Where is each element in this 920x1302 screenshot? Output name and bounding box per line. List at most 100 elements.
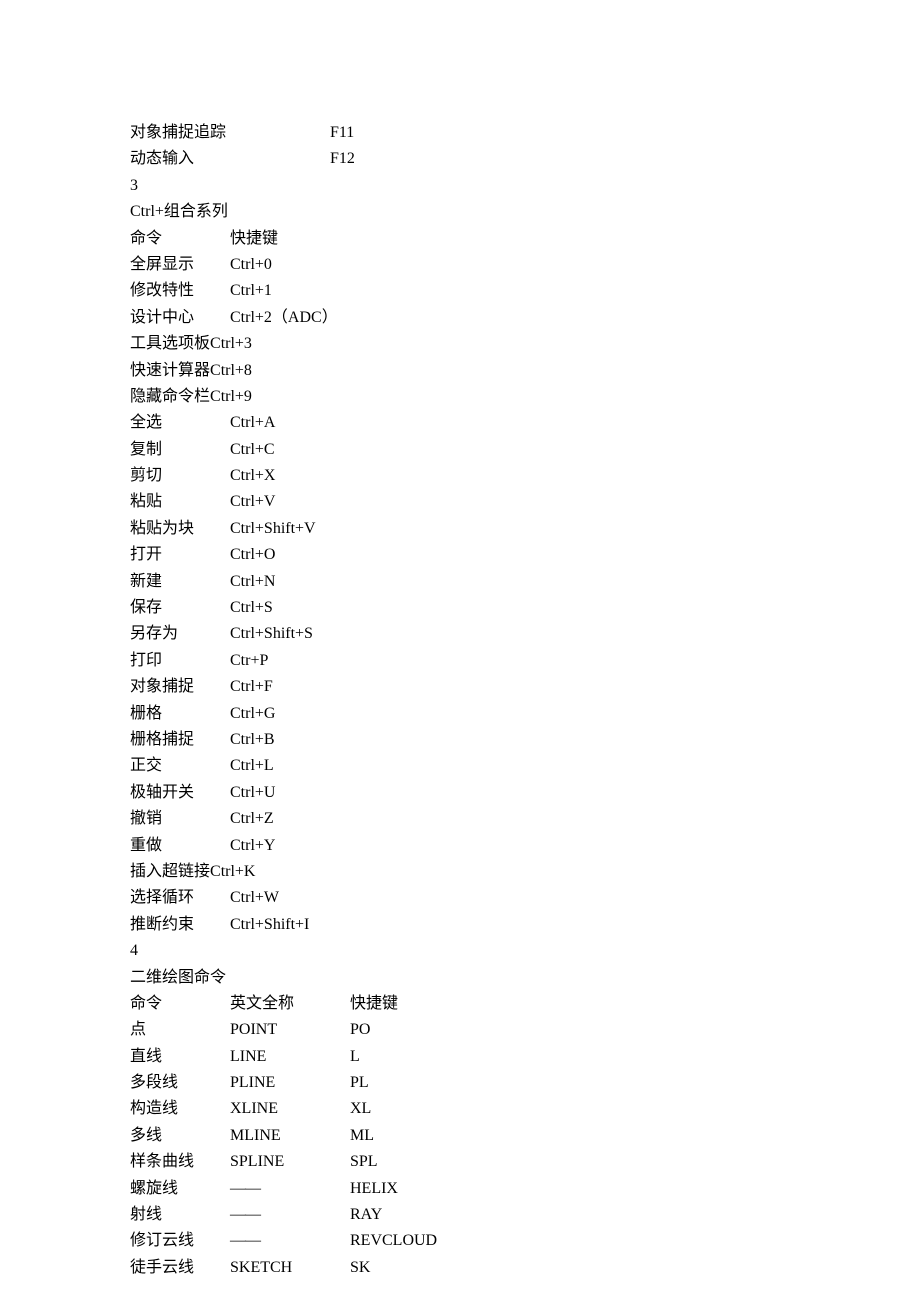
command-with-key: 工具选项板 xyxy=(130,331,210,357)
command-row: 样条曲线SPLINESPL xyxy=(130,1149,920,1175)
section-number: 4 xyxy=(130,938,920,964)
command-label: 复制 xyxy=(130,437,230,463)
shortcut-key: Ctrl+1 xyxy=(230,278,272,304)
shortcut-key: Ctrl+2（ADC） xyxy=(230,305,338,331)
command-row: 点POINTPO xyxy=(130,1017,920,1043)
shortcut-key: Ctrl+Z xyxy=(230,806,274,832)
command-label: 正交 xyxy=(130,753,230,779)
command-row: 构造线XLINEXL xyxy=(130,1096,920,1122)
english-name: POINT xyxy=(230,1017,350,1043)
command-with-key: 快速计算器 xyxy=(130,358,210,384)
shortcut-row: 打印Ctr+P xyxy=(130,648,920,674)
shortcut-key: Ctrl+X xyxy=(230,463,275,489)
shortcut-row: 设计中心Ctrl+2（ADC） xyxy=(130,305,920,331)
english-name: SPLINE xyxy=(230,1149,350,1175)
command-label: 栅格 xyxy=(130,701,230,727)
shortcut-row: 剪切Ctrl+X xyxy=(130,463,920,489)
english-name: LINE xyxy=(230,1044,350,1070)
shortcut-key: Ctrl+N xyxy=(230,569,275,595)
shortcut-row: 快速计算器Ctrl+8 xyxy=(130,358,920,384)
shortcut-key: Ctrl+Shift+I xyxy=(230,912,309,938)
command-label: 另存为 xyxy=(130,621,230,647)
command-label: 选择循环 xyxy=(130,885,230,911)
shortcut-key: Ctrl+Shift+S xyxy=(230,621,313,647)
shortcut-key: F11 xyxy=(330,120,354,146)
command-label: 打开 xyxy=(130,542,230,568)
command-label: 重做 xyxy=(130,833,230,859)
section-title: 二维绘图命令 xyxy=(130,965,920,991)
shortcut-key: PL xyxy=(350,1070,369,1096)
command-row: 直线LINEL xyxy=(130,1044,920,1070)
command-label: 样条曲线 xyxy=(130,1149,230,1175)
header-command: 命令 xyxy=(130,991,230,1017)
command-label: 螺旋线 xyxy=(130,1176,230,1202)
column-header-row: 命令 快捷键 xyxy=(130,226,920,252)
shortcut-key: Ctrl+G xyxy=(230,701,275,727)
shortcut-row: 对象捕捉追踪 F11 xyxy=(130,120,920,146)
header-shortcut: 快捷键 xyxy=(230,226,278,252)
shortcut-key: Ctrl+Shift+V xyxy=(230,516,316,542)
command-label: 栅格捕捉 xyxy=(130,727,230,753)
shortcut-key: Ctrl+3 xyxy=(210,331,252,357)
shortcut-row: 重做Ctrl+Y xyxy=(130,833,920,859)
command-label: 推断约束 xyxy=(130,912,230,938)
command-label: 直线 xyxy=(130,1044,230,1070)
command-label: 打印 xyxy=(130,648,230,674)
shortcut-row: 修改特性Ctrl+1 xyxy=(130,278,920,304)
command-label: 撤销 xyxy=(130,806,230,832)
english-name: SKETCH xyxy=(230,1255,350,1281)
command-label: 保存 xyxy=(130,595,230,621)
command-label: 全选 xyxy=(130,410,230,436)
command-row: 修订云线——REVCLOUD xyxy=(130,1228,920,1254)
shortcut-row: 推断约束Ctrl+Shift+I xyxy=(130,912,920,938)
command-label: 设计中心 xyxy=(130,305,230,331)
command-label: 点 xyxy=(130,1017,230,1043)
command-with-key: 隐藏命令栏 xyxy=(130,384,210,410)
shortcut-key: SK xyxy=(350,1255,370,1281)
shortcut-row: 极轴开关Ctrl+U xyxy=(130,780,920,806)
command-label: 多线 xyxy=(130,1123,230,1149)
shortcut-row: 新建Ctrl+N xyxy=(130,569,920,595)
section-number: 3 xyxy=(130,173,920,199)
command-row: 射线——RAY xyxy=(130,1202,920,1228)
shortcut-key: PO xyxy=(350,1017,370,1043)
shortcut-key: Ctrl+U xyxy=(230,780,275,806)
shortcut-key: Ctrl+K xyxy=(210,859,255,885)
shortcut-key: RAY xyxy=(350,1202,382,1228)
shortcut-key: Ctrl+W xyxy=(230,885,279,911)
command-label: 射线 xyxy=(130,1202,230,1228)
shortcut-row: 粘贴为块Ctrl+Shift+V xyxy=(130,516,920,542)
shortcut-key: F12 xyxy=(330,146,355,172)
shortcut-row: 对象捕捉Ctrl+F xyxy=(130,674,920,700)
shortcut-key: Ctrl+O xyxy=(230,542,275,568)
shortcut-key: Ctrl+F xyxy=(230,674,273,700)
command-label: 修改特性 xyxy=(130,278,230,304)
english-name: —— xyxy=(230,1202,350,1228)
command-label: 构造线 xyxy=(130,1096,230,1122)
shortcut-key: Ctrl+V xyxy=(230,489,275,515)
command-label: 多段线 xyxy=(130,1070,230,1096)
shortcut-row: 全屏显示Ctrl+0 xyxy=(130,252,920,278)
command-label: 粘贴为块 xyxy=(130,516,230,542)
command-label: 对象捕捉追踪 xyxy=(130,120,330,146)
command-with-key: 插入超链接 xyxy=(130,859,210,885)
shortcut-key: Ctrl+0 xyxy=(230,252,272,278)
shortcut-key: Ctrl+9 xyxy=(210,384,252,410)
english-name: PLINE xyxy=(230,1070,350,1096)
column-header-row: 命令 英文全称 快捷键 xyxy=(130,991,920,1017)
shortcut-row: 栅格捕捉Ctrl+B xyxy=(130,727,920,753)
shortcut-key: Ctrl+8 xyxy=(210,358,252,384)
shortcut-row: 另存为Ctrl+Shift+S xyxy=(130,621,920,647)
shortcut-key: Ctrl+Y xyxy=(230,833,275,859)
shortcut-key: ML xyxy=(350,1123,374,1149)
shortcut-row: 选择循环Ctrl+W xyxy=(130,885,920,911)
english-name: MLINE xyxy=(230,1123,350,1149)
shortcut-key: SPL xyxy=(350,1149,378,1175)
header-english: 英文全称 xyxy=(230,991,350,1017)
command-label: 修订云线 xyxy=(130,1228,230,1254)
command-row: 螺旋线——HELIX xyxy=(130,1176,920,1202)
shortcut-row: 动态输入 F12 xyxy=(130,146,920,172)
shortcut-row: 粘贴Ctrl+V xyxy=(130,489,920,515)
shortcut-key: Ctrl+B xyxy=(230,727,275,753)
section-title: Ctrl+组合系列 xyxy=(130,199,920,225)
